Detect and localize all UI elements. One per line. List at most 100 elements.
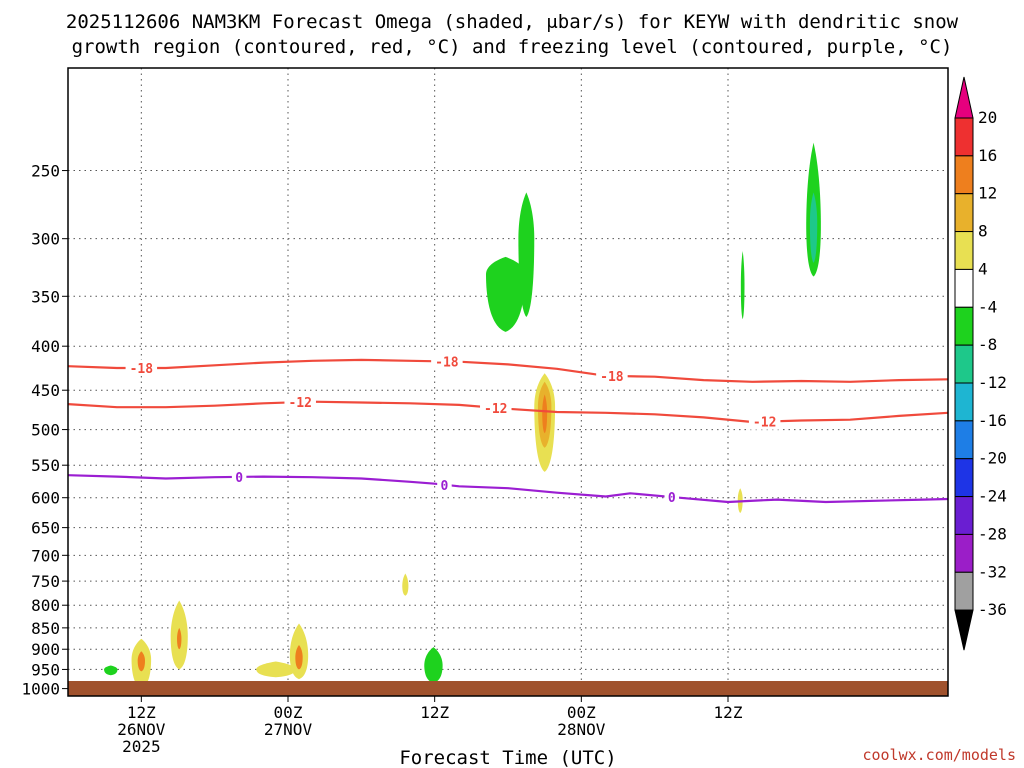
colorbar-box: [954, 458, 974, 498]
colorbar-label: 4: [978, 259, 988, 278]
x-tick-label: 2025: [122, 737, 161, 756]
y-tick-label: 300: [31, 230, 60, 249]
omega-region: [740, 250, 745, 320]
y-tick-label: 900: [31, 640, 60, 659]
colorbar-box: [954, 571, 974, 611]
colorbar-box: [954, 533, 974, 573]
colorbar-box: [954, 382, 974, 422]
contour-line-dgz_-18: [68, 358, 948, 383]
y-tick-label: 600: [31, 489, 60, 508]
gridlines: [68, 68, 948, 696]
colorbar-top-arrow: [954, 76, 974, 119]
colorbar-label: -16: [978, 411, 1007, 430]
colorbar-label: 20: [978, 108, 997, 127]
omega-region: [518, 192, 535, 318]
y-tick-label: 450: [31, 381, 60, 400]
colorbar: 20 16 12 8 4 -4 -8 -12 -16 -20 -24 -28 -32 -36: [954, 76, 1007, 651]
colorbar-box: [954, 306, 974, 346]
colorbar-label: -4: [978, 297, 997, 316]
y-tick-label: 650: [31, 519, 60, 538]
chart-title-line-2: growth region (contoured, red, °C) and f…: [72, 36, 953, 58]
contour-label: -12: [288, 396, 311, 411]
y-tick-label: 850: [31, 619, 60, 638]
y-tick-label: 350: [31, 287, 60, 306]
y-tick-label: 700: [31, 546, 60, 565]
contour-label-bg: [664, 489, 680, 506]
colorbar-label: -36: [978, 600, 1007, 619]
y-tick-label: 250: [31, 162, 60, 181]
y-tick-label: 500: [31, 421, 60, 440]
omega-shading: [104, 142, 821, 689]
omega-region: [256, 661, 296, 678]
colorbar-label: 16: [978, 146, 997, 165]
x-tick-label: 28NOV: [557, 720, 606, 739]
contour-label-bg: [284, 394, 316, 411]
colorbar-box: [954, 344, 974, 384]
omega-region: [104, 665, 118, 676]
omega-region: [137, 651, 145, 672]
omega-region: [486, 256, 526, 332]
y-tick-label: 950: [31, 660, 60, 679]
contour-label: -12: [753, 416, 776, 431]
colorbar-bottom-arrow: [954, 609, 974, 651]
ground-strip: [68, 681, 948, 696]
colorbar-box: [954, 496, 974, 535]
contour-label: 0: [441, 479, 449, 494]
omega-region: [542, 394, 548, 434]
y-axis-ticks: 250 300 350 400 450 500 550 600 650 700 750 800 850 9…: [21, 162, 68, 699]
colorbar-label: -8: [978, 335, 997, 354]
contour-label: -18: [435, 356, 459, 371]
ground-layer: [68, 681, 948, 696]
colorbar-label: 12: [978, 184, 997, 203]
colorbar-label: -24: [978, 487, 1007, 506]
contour-label-bg: [125, 359, 158, 376]
contour-label-bg: [231, 468, 247, 485]
x-tick-label: 12Z: [127, 703, 156, 722]
contour-label: -18: [600, 370, 624, 385]
x-tick-label: 26NOV: [117, 720, 166, 739]
y-tick-label: 550: [31, 456, 60, 475]
plot-frame: [67, 67, 949, 697]
temperature-contours: -18 -18 -18 -12 -12 -12 0 0 0: [68, 353, 948, 506]
contour-label-bg: [748, 413, 781, 430]
y-tick-label: 1000: [21, 680, 60, 699]
colorbar-box: [954, 420, 974, 460]
contour-label-bg: [431, 353, 463, 370]
colorbar-box: [954, 117, 974, 157]
colorbar-label: -12: [978, 373, 1007, 392]
contour-label: 0: [235, 471, 243, 486]
contour-label: -12: [484, 402, 507, 417]
chart-title-line-1: 2025112606 NAM3KM Forecast Omega (shaded…: [66, 11, 959, 33]
omega-region: [295, 645, 303, 670]
y-tick-label: 800: [31, 596, 60, 615]
contour-label: 0: [668, 491, 676, 506]
x-axis-label: Forecast Time (UTC): [399, 747, 616, 768]
x-tick-label: 00Z: [274, 703, 303, 722]
colorbar-box: [954, 231, 974, 270]
colorbar-label: -32: [978, 562, 1007, 581]
omega-region: [424, 647, 443, 683]
omega-region: [177, 627, 182, 650]
y-tick-label: 400: [31, 337, 60, 356]
x-tick-label: 27NOV: [264, 720, 313, 739]
colorbar-label: -20: [978, 449, 1007, 468]
contour-label: -18: [130, 362, 154, 377]
colorbar-box: [954, 193, 974, 233]
contour-label-bg: [480, 399, 512, 416]
colorbar-label: -28: [978, 524, 1007, 543]
x-tick-label: 12Z: [714, 703, 743, 722]
omega-region: [402, 573, 409, 596]
colorbar-box: [954, 268, 974, 308]
contour-label-bg: [596, 367, 628, 384]
credit-text: coolwx.com/models: [862, 746, 1016, 764]
x-tick-label: 00Z: [567, 703, 596, 722]
omega-region: [809, 192, 818, 263]
colorbar-box: [954, 155, 974, 195]
x-tick-label: 12Z: [420, 703, 449, 722]
contour-line-freezing_level: [68, 474, 948, 504]
colorbar-label: 8: [978, 222, 988, 241]
contour-label-bg: [437, 476, 452, 493]
y-tick-label: 750: [31, 572, 60, 591]
